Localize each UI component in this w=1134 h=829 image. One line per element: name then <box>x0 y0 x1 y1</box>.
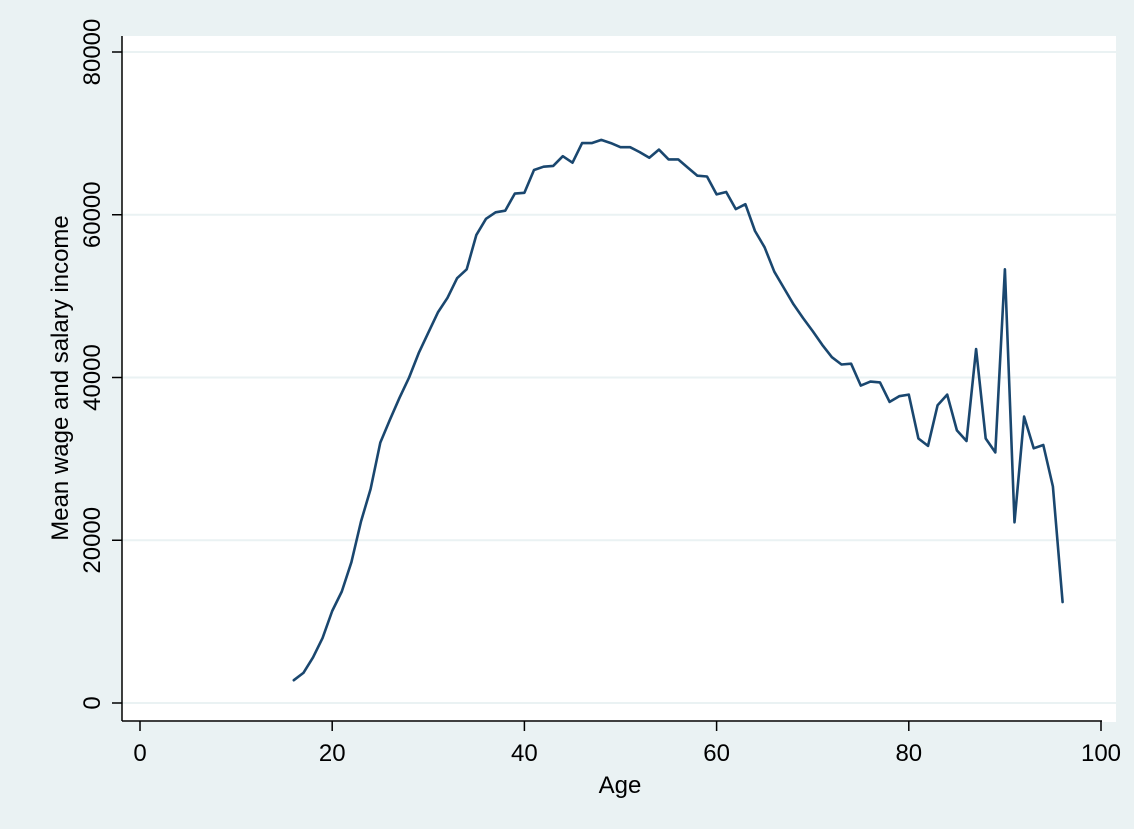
axes <box>112 36 1102 731</box>
x-axis-title: Age <box>599 772 642 799</box>
series-layer <box>292 138 1064 682</box>
series-line-0 <box>292 138 1064 682</box>
plot-background <box>122 36 1116 722</box>
y-tick-label-80000: 80000 <box>79 19 106 86</box>
x-tick-label-60: 60 <box>703 740 730 767</box>
x-tick-label-100: 100 <box>1081 740 1121 767</box>
y-tick-label-40000: 40000 <box>79 344 106 411</box>
x-tick-label-40: 40 <box>511 740 538 767</box>
x-tick-label-80: 80 <box>895 740 922 767</box>
x-tick-label-0: 0 <box>133 740 146 767</box>
y-axis-title: Mean wage and salary income <box>47 215 74 541</box>
y-tick-label-60000: 60000 <box>79 181 106 248</box>
x-tick-label-20: 20 <box>319 740 346 767</box>
gridlines <box>122 51 1116 704</box>
tick-labels: 0 20000 40000 60000 80000 0 20 40 60 80 100 <box>79 19 1121 767</box>
y-tick-label-0: 0 <box>79 696 106 709</box>
y-tick-label-20000: 20000 <box>79 507 106 574</box>
